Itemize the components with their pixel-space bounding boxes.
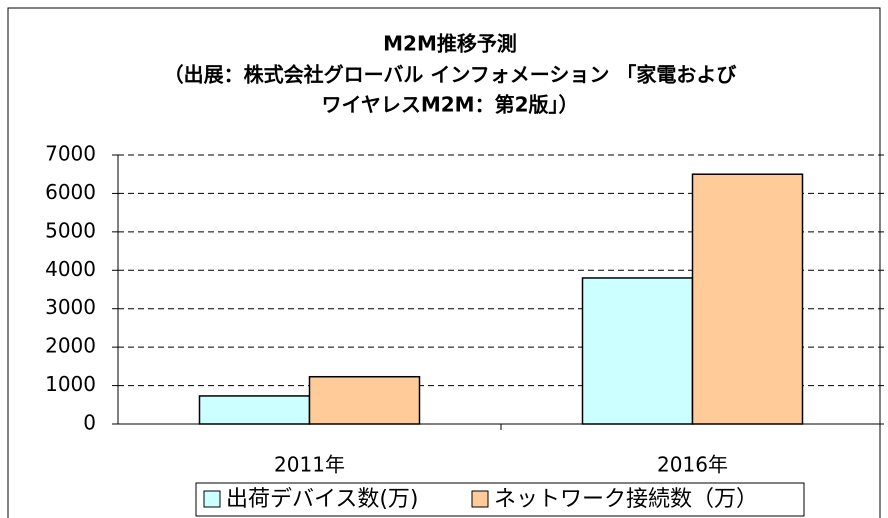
x-tick-label: 2011年: [274, 453, 345, 477]
legend-swatch: [471, 490, 489, 508]
y-tick-label: 1000: [45, 372, 96, 396]
chart-title: ワイヤレスM2M：第2版」）: [321, 93, 578, 117]
x-tick-label: 2016年: [657, 453, 728, 477]
y-tick-label: 4000: [45, 257, 96, 281]
chart-title: （出展：株式会社グローバル インフォメーション 「家電および: [164, 63, 738, 87]
legend-swatch: [203, 490, 221, 508]
legend-label: ネットワーク接続数（万）: [494, 487, 758, 512]
y-tick-label: 5000: [45, 218, 96, 242]
legend: [195, 482, 805, 517]
y-tick-label: 2000: [45, 334, 96, 358]
y-tick-label: 7000: [45, 142, 96, 166]
y-tick-label: 3000: [45, 295, 96, 319]
legend-label: 出荷デバイス数(万): [226, 487, 419, 512]
bar: [308, 375, 421, 425]
y-tick-label: 6000: [45, 180, 96, 204]
bar: [581, 277, 694, 425]
y-tick-label: 0: [83, 411, 96, 435]
bar: [198, 395, 311, 425]
bar: [691, 173, 804, 425]
chart-title: M2M推移予測: [383, 32, 517, 56]
